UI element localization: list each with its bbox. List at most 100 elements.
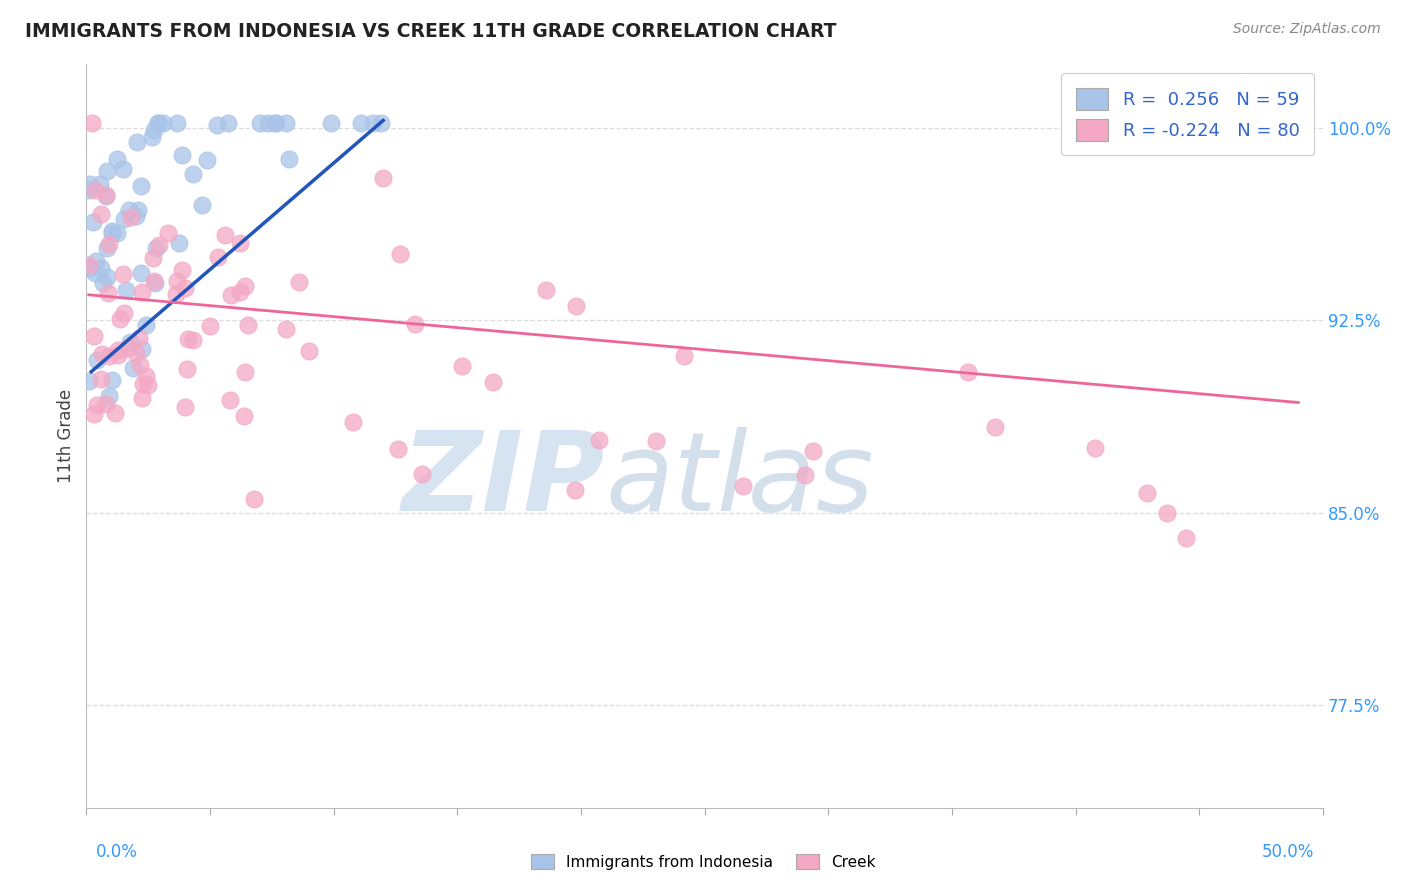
Point bbox=[256, 116, 278, 130]
Point bbox=[135, 318, 157, 332]
Point bbox=[79, 177, 101, 191]
Point bbox=[152, 116, 174, 130]
Point bbox=[564, 483, 586, 498]
Point bbox=[117, 341, 139, 355]
Point bbox=[96, 270, 118, 285]
Text: 0.0%: 0.0% bbox=[96, 843, 138, 861]
Point bbox=[564, 299, 586, 313]
Point bbox=[115, 283, 138, 297]
Point bbox=[242, 491, 264, 506]
Point bbox=[229, 285, 252, 299]
Point bbox=[166, 286, 188, 301]
Point bbox=[274, 116, 297, 130]
Point bbox=[482, 376, 505, 390]
Point bbox=[90, 347, 112, 361]
Point bbox=[373, 170, 395, 185]
Point bbox=[97, 286, 120, 301]
Point bbox=[274, 322, 297, 336]
Point bbox=[166, 116, 188, 130]
Point bbox=[94, 188, 117, 202]
Point bbox=[731, 479, 754, 493]
Point bbox=[94, 189, 117, 203]
Point bbox=[672, 350, 695, 364]
Point bbox=[170, 148, 193, 162]
Point bbox=[107, 348, 129, 362]
Point bbox=[1175, 532, 1198, 546]
Point bbox=[370, 116, 392, 130]
Point bbox=[233, 365, 256, 379]
Point bbox=[96, 396, 118, 410]
Point bbox=[342, 415, 364, 429]
Point bbox=[82, 116, 104, 130]
Point bbox=[125, 209, 148, 223]
Point bbox=[118, 335, 141, 350]
Legend: R =  0.256   N = 59, R = -0.224   N = 80: R = 0.256 N = 59, R = -0.224 N = 80 bbox=[1062, 73, 1315, 155]
Point bbox=[249, 116, 271, 130]
Point bbox=[264, 116, 287, 130]
Point bbox=[96, 241, 118, 255]
Point bbox=[170, 263, 193, 277]
Point bbox=[801, 444, 824, 458]
Point bbox=[389, 246, 412, 260]
Point bbox=[83, 329, 105, 343]
Point bbox=[229, 235, 252, 250]
Point bbox=[84, 254, 107, 268]
Point bbox=[107, 226, 129, 240]
Point bbox=[135, 368, 157, 383]
Point bbox=[90, 372, 112, 386]
Point bbox=[1156, 506, 1178, 520]
Point bbox=[131, 342, 153, 356]
Point bbox=[112, 305, 135, 319]
Point bbox=[84, 266, 107, 280]
Point bbox=[142, 251, 165, 265]
Point bbox=[232, 409, 254, 423]
Point bbox=[411, 467, 433, 481]
Point bbox=[195, 153, 218, 167]
Point bbox=[387, 442, 409, 456]
Point bbox=[118, 202, 141, 217]
Point bbox=[361, 116, 384, 130]
Point bbox=[645, 434, 668, 448]
Point bbox=[127, 203, 149, 218]
Point bbox=[984, 419, 1007, 434]
Point bbox=[86, 398, 108, 412]
Point bbox=[101, 373, 124, 387]
Point bbox=[238, 318, 260, 333]
Point bbox=[177, 332, 200, 346]
Point bbox=[217, 116, 239, 130]
Point bbox=[84, 183, 107, 197]
Point bbox=[1136, 485, 1159, 500]
Point bbox=[142, 123, 165, 137]
Point bbox=[235, 279, 257, 293]
Point bbox=[451, 359, 474, 374]
Point bbox=[98, 349, 121, 363]
Point bbox=[96, 164, 118, 178]
Point bbox=[108, 311, 131, 326]
Point bbox=[176, 362, 198, 376]
Point bbox=[77, 183, 100, 197]
Point bbox=[263, 116, 285, 130]
Point bbox=[77, 259, 100, 273]
Point bbox=[148, 238, 170, 252]
Text: Source: ZipAtlas.com: Source: ZipAtlas.com bbox=[1233, 22, 1381, 37]
Point bbox=[143, 274, 166, 288]
Text: 50.0%: 50.0% bbox=[1263, 843, 1315, 861]
Point bbox=[125, 345, 148, 359]
Point bbox=[1084, 441, 1107, 455]
Point bbox=[128, 331, 150, 345]
Point bbox=[104, 406, 127, 420]
Point bbox=[107, 343, 129, 357]
Legend: Immigrants from Indonesia, Creek: Immigrants from Indonesia, Creek bbox=[523, 846, 883, 877]
Point bbox=[157, 227, 180, 241]
Point bbox=[122, 360, 145, 375]
Point bbox=[77, 374, 100, 388]
Point bbox=[90, 261, 112, 276]
Point bbox=[287, 275, 309, 289]
Point bbox=[111, 161, 134, 176]
Point bbox=[536, 283, 558, 297]
Point bbox=[298, 344, 321, 359]
Point bbox=[101, 224, 124, 238]
Point bbox=[129, 266, 152, 280]
Point bbox=[957, 365, 980, 379]
Point bbox=[214, 227, 236, 242]
